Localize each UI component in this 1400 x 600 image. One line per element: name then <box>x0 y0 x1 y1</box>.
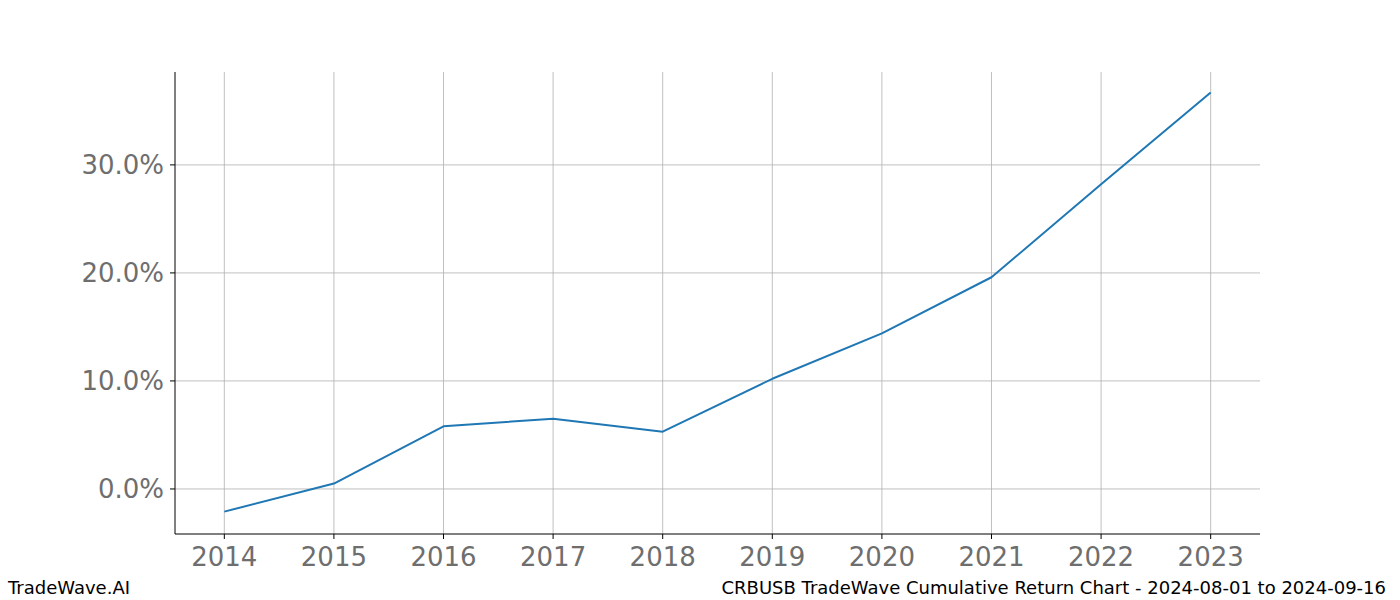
x-grid-line <box>1101 72 1102 534</box>
y-grid-line <box>175 272 1260 273</box>
y-axis-line <box>175 72 176 534</box>
x-tick-label: 2023 <box>1178 542 1244 572</box>
x-tick <box>991 534 992 539</box>
x-tick <box>1210 534 1211 539</box>
series-line <box>224 93 1210 512</box>
background <box>0 0 1400 600</box>
x-tick-label: 2015 <box>301 542 367 572</box>
x-tick <box>443 534 444 539</box>
x-tick-label: 2016 <box>410 542 476 572</box>
x-tick <box>881 534 882 539</box>
x-tick <box>224 534 225 539</box>
x-tick <box>662 534 663 539</box>
x-tick-label: 2022 <box>1068 542 1134 572</box>
y-tick <box>170 272 175 273</box>
x-tick <box>553 534 554 539</box>
x-tick <box>333 534 334 539</box>
y-tick-label: 10.0% <box>81 366 164 396</box>
y-tick-label: 30.0% <box>81 150 164 180</box>
y-tick <box>170 488 175 489</box>
x-tick-label: 2020 <box>849 542 915 572</box>
x-tick-label: 2021 <box>958 542 1024 572</box>
x-grid-line <box>224 72 225 534</box>
x-tick <box>1101 534 1102 539</box>
x-grid-line <box>881 72 882 534</box>
x-tick-label: 2018 <box>630 542 696 572</box>
x-grid-line <box>991 72 992 534</box>
chart-svg: 2014 2015 2016 2017 2018 2019 2020 2021 2022 2023… <box>0 0 1400 600</box>
x-tick <box>772 534 773 539</box>
x-tick-label: 2017 <box>520 542 586 572</box>
y-tick <box>170 164 175 165</box>
x-tick-label: 2014 <box>191 542 257 572</box>
x-grid-line <box>553 72 554 534</box>
chart-title: CRBUSB TradeWave Cumulative Return Chart… <box>721 577 1386 598</box>
x-axis-line <box>175 534 1260 535</box>
x-grid-line <box>662 72 663 534</box>
x-grid-line <box>1210 72 1211 534</box>
x-grid-line <box>333 72 334 534</box>
x-grid-line <box>772 72 773 534</box>
x-tick-label: 2019 <box>739 542 805 572</box>
y-tick-label: 20.0% <box>81 258 164 288</box>
y-tick <box>170 380 175 381</box>
x-grid-line <box>443 72 444 534</box>
chart-container: 2014 2015 2016 2017 2018 2019 2020 2021 2022 2023… <box>0 0 1400 600</box>
source-text: TradeWave.AI <box>7 577 130 598</box>
y-grid-line <box>175 164 1260 165</box>
plot-area <box>224 93 1210 512</box>
y-grid-line <box>175 488 1260 489</box>
y-tick-label: 0.0% <box>98 474 164 504</box>
y-grid-line <box>175 380 1260 381</box>
